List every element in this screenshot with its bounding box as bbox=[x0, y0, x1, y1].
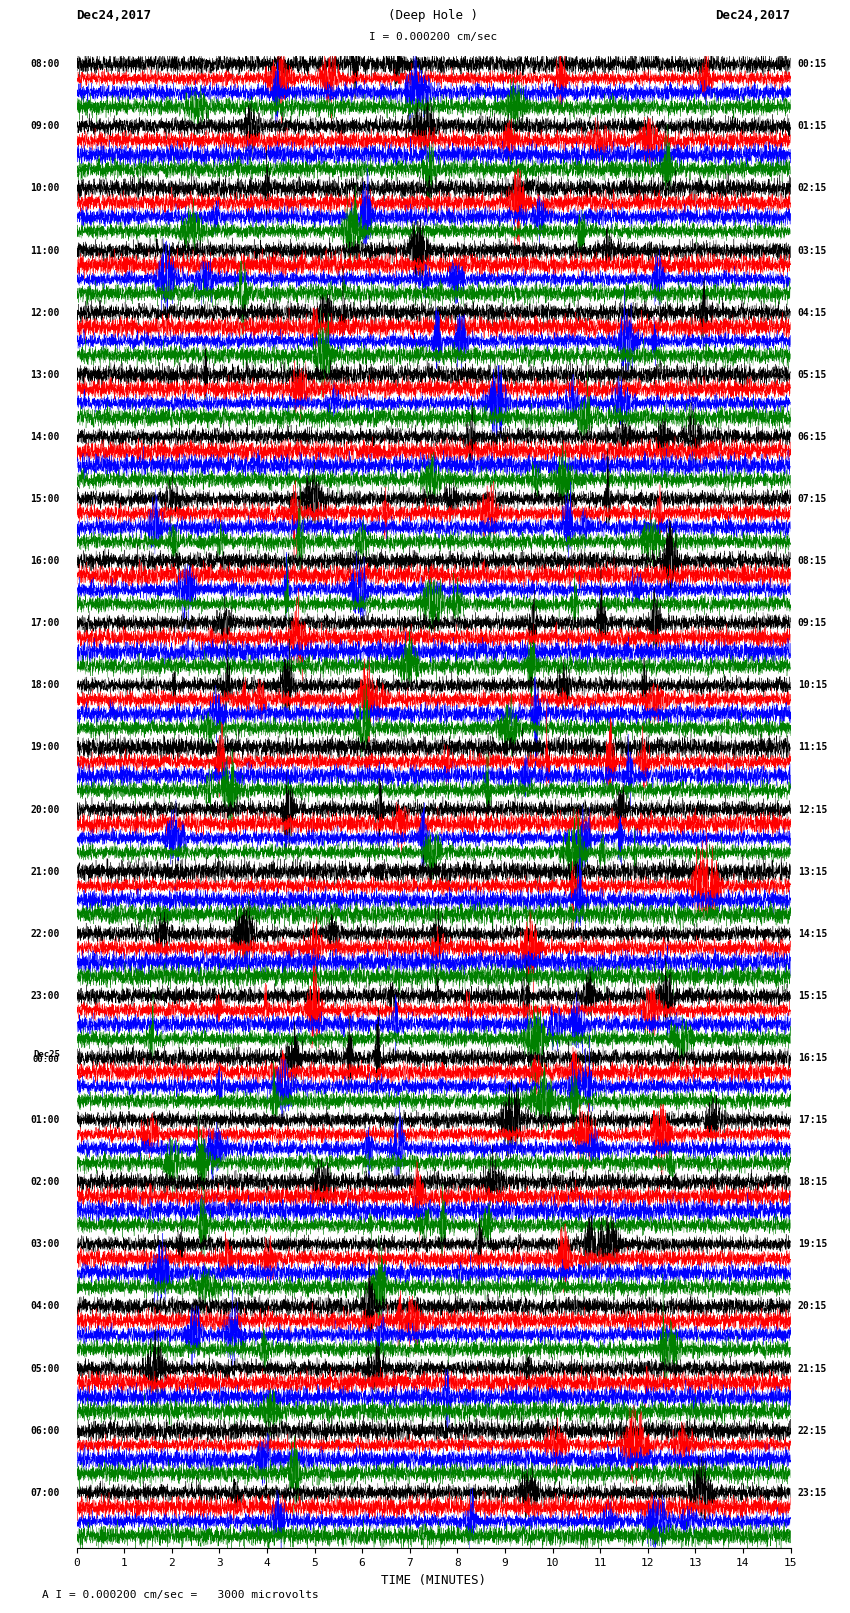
Text: 06:15: 06:15 bbox=[797, 432, 827, 442]
Text: 00:00: 00:00 bbox=[33, 1055, 60, 1065]
Text: 18:00: 18:00 bbox=[31, 681, 60, 690]
Text: 03:15: 03:15 bbox=[797, 245, 827, 255]
Text: 20:15: 20:15 bbox=[797, 1302, 827, 1311]
Text: (Deep Hole ): (Deep Hole ) bbox=[388, 10, 479, 23]
Text: 22:15: 22:15 bbox=[797, 1426, 827, 1436]
Text: 10:15: 10:15 bbox=[797, 681, 827, 690]
Text: 07:00: 07:00 bbox=[31, 1487, 60, 1498]
Text: Dec24,2017: Dec24,2017 bbox=[76, 10, 151, 23]
Text: 16:15: 16:15 bbox=[797, 1053, 827, 1063]
Text: 05:15: 05:15 bbox=[797, 369, 827, 379]
Text: 21:15: 21:15 bbox=[797, 1363, 827, 1374]
Text: 17:15: 17:15 bbox=[797, 1115, 827, 1126]
Text: 08:15: 08:15 bbox=[797, 556, 827, 566]
Text: 08:00: 08:00 bbox=[31, 60, 60, 69]
Text: 19:00: 19:00 bbox=[31, 742, 60, 753]
Text: 15:15: 15:15 bbox=[797, 990, 827, 1002]
Text: 18:15: 18:15 bbox=[797, 1177, 827, 1187]
Text: 07:15: 07:15 bbox=[797, 494, 827, 503]
Text: 02:15: 02:15 bbox=[797, 184, 827, 194]
X-axis label: TIME (MINUTES): TIME (MINUTES) bbox=[381, 1574, 486, 1587]
Text: 09:15: 09:15 bbox=[797, 618, 827, 627]
Text: I = 0.000200 cm/sec: I = 0.000200 cm/sec bbox=[370, 32, 497, 42]
Text: 11:15: 11:15 bbox=[797, 742, 827, 753]
Text: 06:00: 06:00 bbox=[31, 1426, 60, 1436]
Text: 23:00: 23:00 bbox=[31, 990, 60, 1002]
Text: 16:00: 16:00 bbox=[31, 556, 60, 566]
Text: 02:00: 02:00 bbox=[31, 1177, 60, 1187]
Text: Dec24,2017: Dec24,2017 bbox=[716, 10, 790, 23]
Text: 01:00: 01:00 bbox=[31, 1115, 60, 1126]
Text: 00:15: 00:15 bbox=[797, 60, 827, 69]
Text: 17:00: 17:00 bbox=[31, 618, 60, 627]
Text: 12:15: 12:15 bbox=[797, 805, 827, 815]
Text: 20:00: 20:00 bbox=[31, 805, 60, 815]
Text: 15:00: 15:00 bbox=[31, 494, 60, 503]
Text: 09:00: 09:00 bbox=[31, 121, 60, 131]
Text: 13:15: 13:15 bbox=[797, 866, 827, 877]
Text: 04:15: 04:15 bbox=[797, 308, 827, 318]
Text: 11:00: 11:00 bbox=[31, 245, 60, 255]
Text: A I = 0.000200 cm/sec =   3000 microvolts: A I = 0.000200 cm/sec = 3000 microvolts bbox=[42, 1590, 320, 1600]
Text: 04:00: 04:00 bbox=[31, 1302, 60, 1311]
Text: 12:00: 12:00 bbox=[31, 308, 60, 318]
Text: 14:00: 14:00 bbox=[31, 432, 60, 442]
Text: 23:15: 23:15 bbox=[797, 1487, 827, 1498]
Text: 05:00: 05:00 bbox=[31, 1363, 60, 1374]
Text: 19:15: 19:15 bbox=[797, 1239, 827, 1250]
Text: 21:00: 21:00 bbox=[31, 866, 60, 877]
Text: 13:00: 13:00 bbox=[31, 369, 60, 379]
Text: Dec25: Dec25 bbox=[33, 1050, 60, 1058]
Text: 14:15: 14:15 bbox=[797, 929, 827, 939]
Text: 03:00: 03:00 bbox=[31, 1239, 60, 1250]
Text: 10:00: 10:00 bbox=[31, 184, 60, 194]
Text: 01:15: 01:15 bbox=[797, 121, 827, 131]
Text: 22:00: 22:00 bbox=[31, 929, 60, 939]
